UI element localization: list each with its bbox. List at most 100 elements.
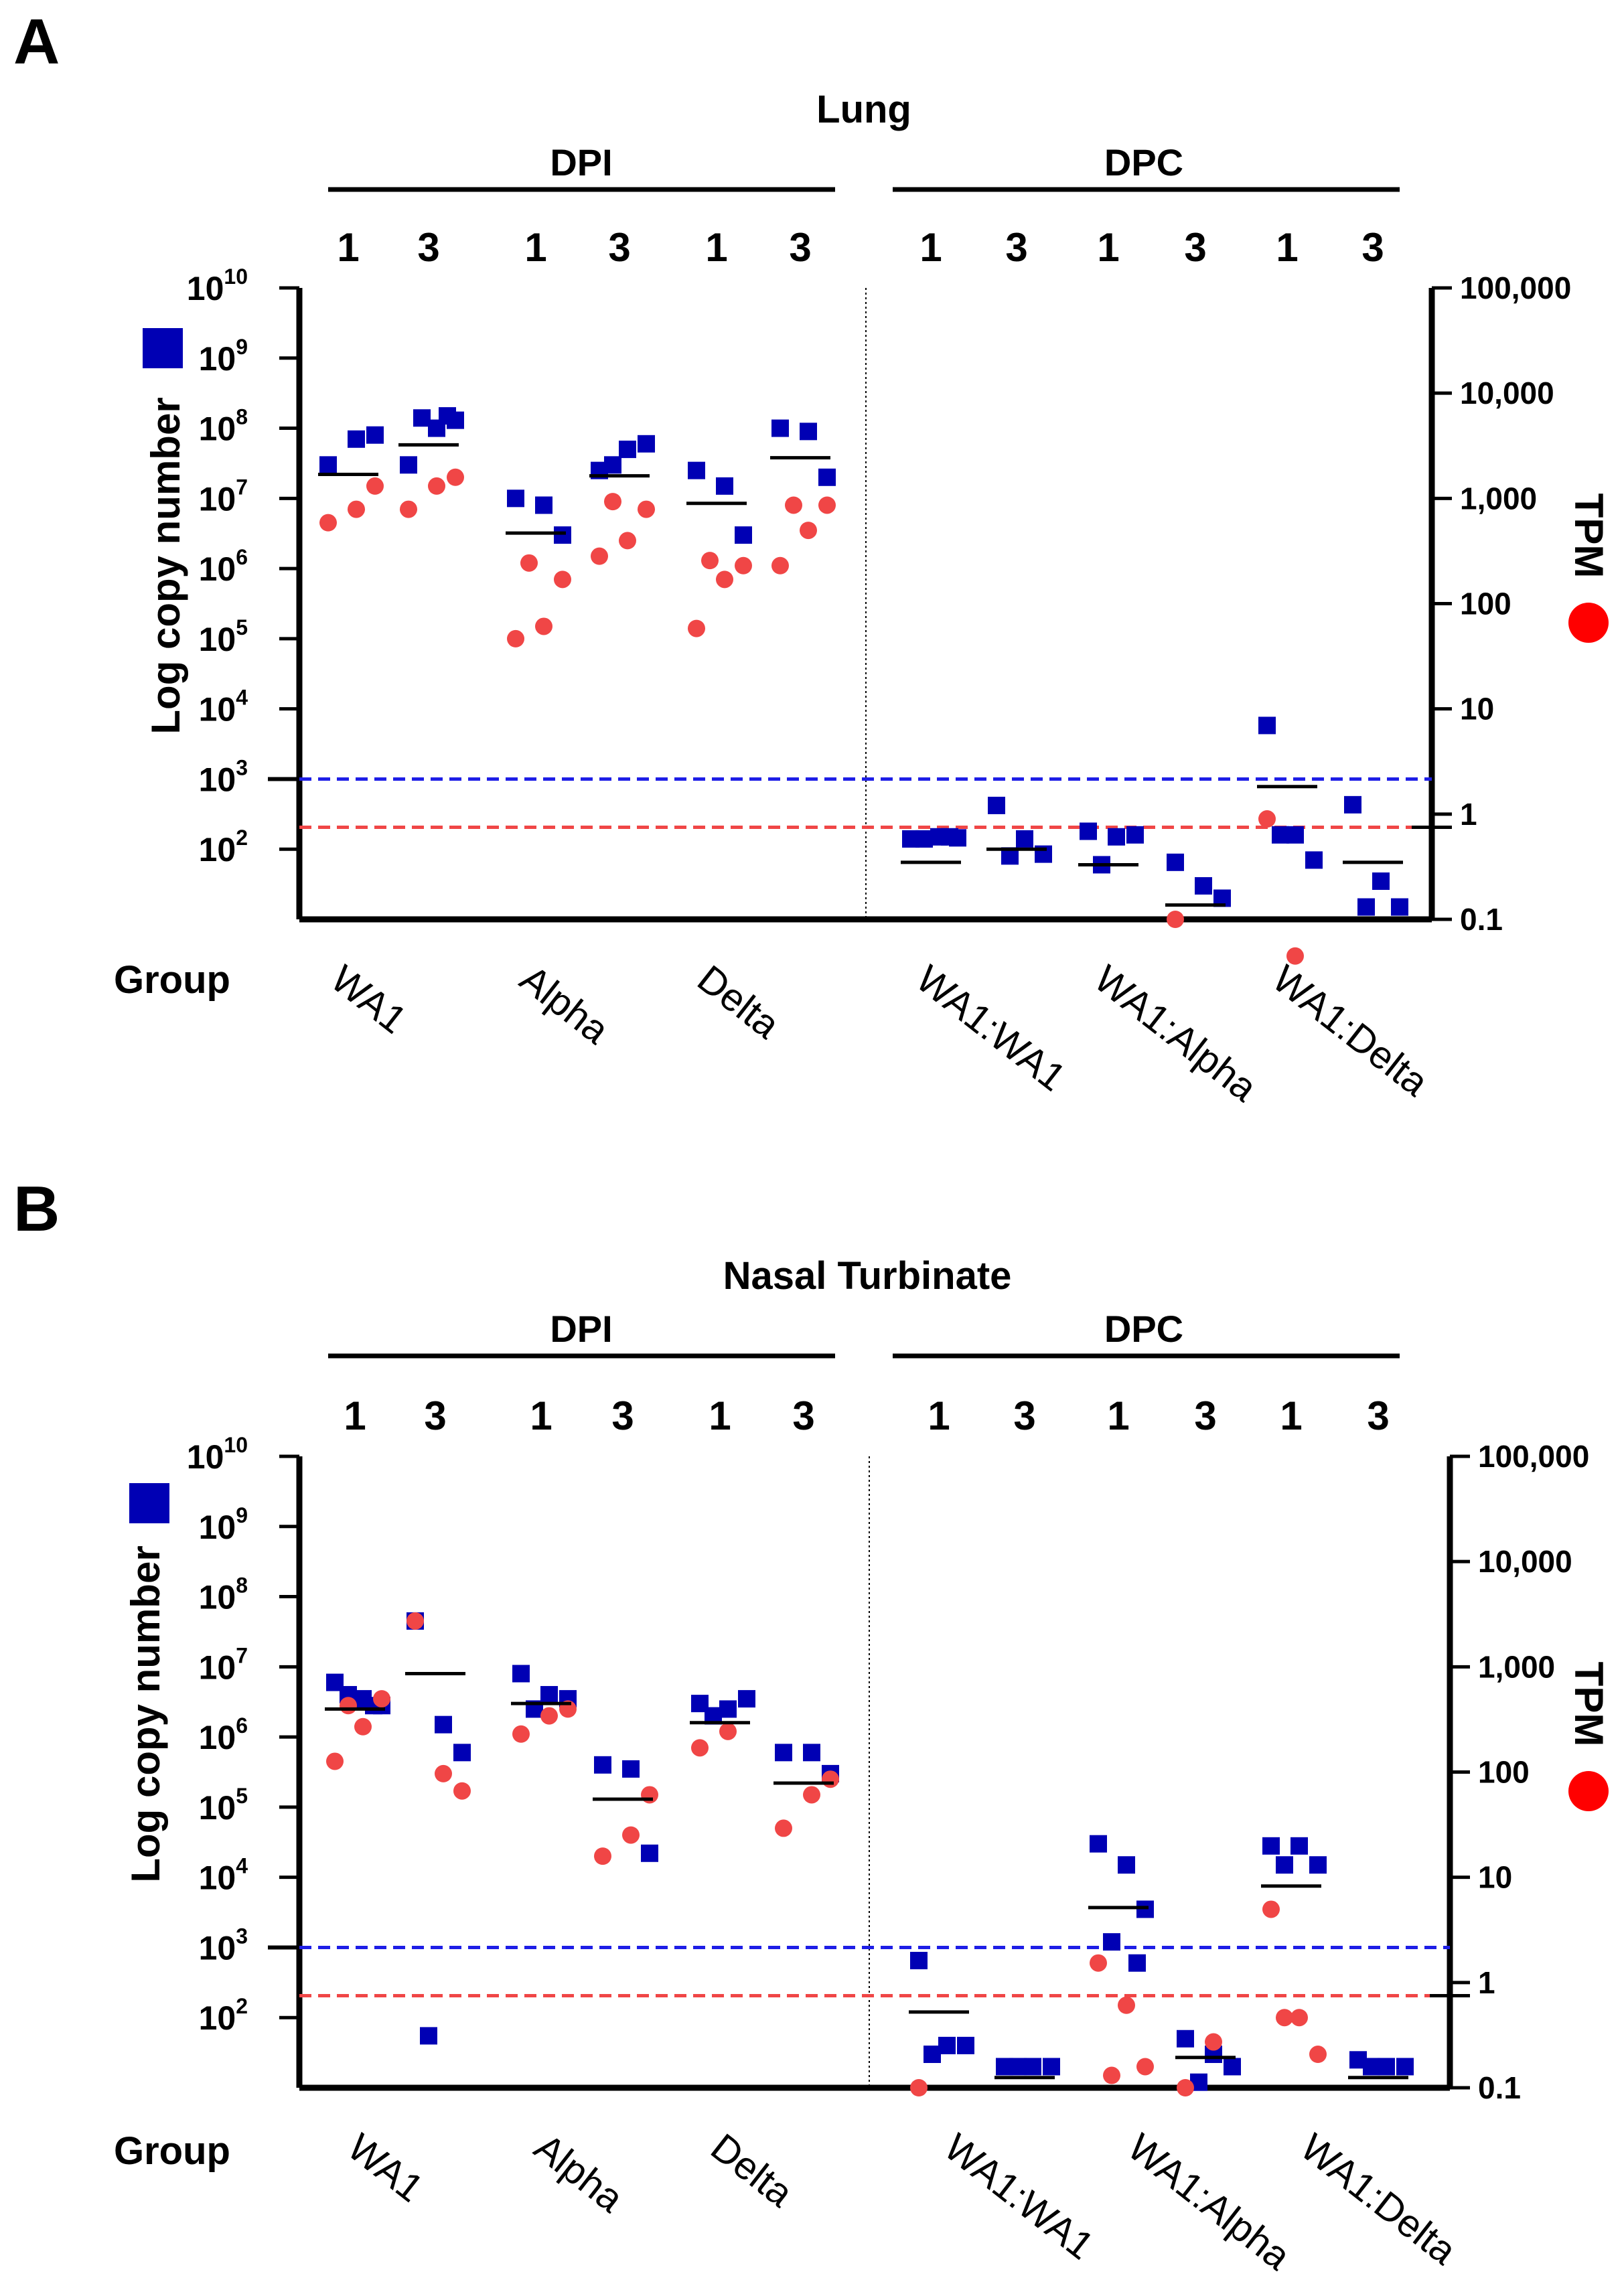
data-points [326, 1612, 1414, 2096]
y-tick-exponent: 2 [236, 826, 248, 850]
copy-number-point [420, 2027, 437, 2045]
tpm-point [691, 1739, 709, 1757]
dpc-header: DPC [1104, 141, 1183, 183]
y-tick-base: 10 [199, 340, 236, 378]
tpm-point [1262, 1900, 1280, 1918]
day-labels: 1 3 1 3 1 3 1 3 1 3 1 3 [337, 225, 1384, 270]
day-label: 3 [1367, 1393, 1389, 1438]
copy-number-point [507, 489, 524, 508]
y-tick-exponent: 7 [236, 475, 248, 499]
tpm-point [1167, 911, 1184, 928]
y-tick-label: 104 [199, 686, 248, 729]
category-label: WA1:Delta [1293, 2125, 1465, 2273]
chart-title: Nasal Turbinate [723, 1254, 1012, 1298]
copy-number-legend-square [129, 1483, 169, 1523]
copy-number-point [1128, 1954, 1146, 1972]
y-axis-label: Log copy number [123, 1545, 168, 1882]
day-label: 3 [417, 225, 439, 270]
copy-number-point [1103, 1933, 1120, 1951]
right-tick-label: 100,000 [1460, 271, 1571, 305]
tpm-point [1136, 2058, 1154, 2076]
day-label: 3 [1194, 1393, 1216, 1438]
tpm-point [326, 1752, 344, 1770]
right-tick-label: 1 [1478, 1965, 1495, 2000]
y-tick-exponent: 10 [224, 264, 248, 289]
tpm-point [716, 570, 733, 589]
copy-number-point [594, 1756, 611, 1774]
y-tick-label: 102 [199, 826, 248, 868]
y-tick-exponent: 6 [236, 545, 248, 569]
tpm-point [1276, 2009, 1293, 2027]
y-tick-label: 106 [199, 545, 248, 588]
copy-number-point [540, 1686, 558, 1704]
category-label: Delta [703, 2125, 801, 2216]
y-tick-label: 104 [199, 1854, 248, 1897]
copy-number-point [735, 526, 752, 544]
copy-number-point [604, 456, 621, 474]
tpm-point [1177, 2079, 1194, 2096]
tpm-point [319, 514, 337, 532]
copy-number-point [319, 456, 337, 474]
copy-number-point [716, 477, 733, 495]
y-tick-label: 109 [199, 1503, 248, 1546]
copy-number-point [400, 456, 417, 474]
y-tick-base: 10 [199, 1929, 236, 1967]
y-tick-base: 10 [199, 621, 236, 658]
right-y-axis-label: TPM [1566, 1662, 1611, 1747]
category-label: WA1:WA1 [908, 957, 1074, 1099]
tpm-point [688, 619, 705, 637]
copy-number-point [1305, 851, 1323, 869]
day-label: 1 [705, 225, 727, 270]
tpm-point [400, 500, 417, 518]
tpm-point [622, 1826, 640, 1844]
category-label: Alpha [512, 957, 617, 1053]
y-tick-exponent: 2 [236, 1994, 248, 2018]
copy-number-point [1090, 1835, 1107, 1853]
dpi-header: DPI [550, 1308, 612, 1350]
y-tick-base: 10 [199, 550, 236, 588]
copy-number-point [924, 2046, 941, 2064]
tpm-point [348, 500, 365, 518]
right-tick-label: 1 [1460, 797, 1477, 832]
y-tick-base: 10 [187, 1438, 224, 1476]
category-label: WA1 [323, 957, 415, 1042]
y-tick-label: 108 [199, 1574, 248, 1616]
day-labels: 1 3 1 3 1 3 1 3 1 3 1 3 [344, 1393, 1389, 1438]
category-label: Alpha [526, 2125, 632, 2221]
tpm-point [822, 1770, 839, 1788]
tpm-point [512, 1725, 530, 1743]
right-tick-label: 0.1 [1460, 902, 1503, 937]
y-tick-base: 10 [199, 1859, 236, 1897]
y-tick-label: 105 [199, 1784, 248, 1827]
category-label: WA1:Alpha [1120, 2125, 1299, 2279]
copy-number-point [641, 1844, 658, 1862]
day-label: 1 [530, 1393, 552, 1438]
right-y-axis-label: TPM [1566, 493, 1611, 579]
tpm-point [1118, 1996, 1135, 2014]
y-tick-base: 10 [199, 831, 236, 868]
day-label: 1 [709, 1393, 731, 1438]
tpm-point [340, 1697, 357, 1715]
copy-number-point [915, 830, 933, 848]
tpm-point [818, 496, 836, 514]
copy-number-point [1372, 872, 1390, 890]
tpm-point [354, 1717, 372, 1736]
copy-number-point [1136, 1900, 1154, 1918]
copy-number-point [366, 426, 384, 444]
y-tick-base: 10 [199, 480, 236, 518]
y-tick-label: 1010 [187, 264, 248, 307]
y-tick-label: 107 [199, 1643, 248, 1686]
tpm-point [785, 496, 802, 514]
copy-number-point [1224, 2058, 1241, 2076]
copy-number-point [1357, 898, 1375, 916]
tpm-legend-circle [1568, 603, 1609, 643]
copy-number-point [512, 1665, 530, 1683]
copy-number-point [619, 441, 636, 459]
day-label: 3 [789, 225, 811, 270]
tpm-point [591, 547, 608, 565]
copy-number-point [1024, 2058, 1041, 2076]
tpm-point [1286, 947, 1304, 965]
tpm-point [373, 1690, 390, 1708]
